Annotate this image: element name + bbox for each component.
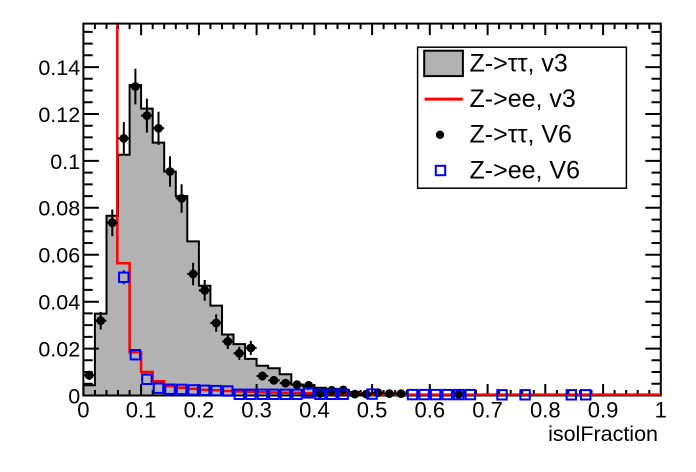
svg-text:0.06: 0.06: [38, 244, 80, 268]
svg-text:0.1: 0.1: [126, 398, 157, 423]
svg-text:0.14: 0.14: [38, 56, 80, 80]
svg-text:0.6: 0.6: [415, 398, 446, 423]
svg-text:0.08: 0.08: [38, 197, 80, 221]
svg-text:0.04: 0.04: [38, 291, 80, 315]
svg-text:0.9: 0.9: [588, 398, 619, 423]
svg-text:isolFraction: isolFraction: [548, 422, 658, 446]
svg-text:0: 0: [68, 384, 80, 408]
svg-text:0.1: 0.1: [50, 150, 80, 174]
svg-text:Z->ττ, v3: Z->ττ, v3: [470, 49, 568, 77]
svg-text:0.7: 0.7: [472, 398, 503, 423]
svg-text:0.3: 0.3: [241, 398, 272, 423]
svg-text:0.4: 0.4: [299, 398, 330, 423]
svg-text:0.2: 0.2: [184, 398, 215, 423]
svg-text:0: 0: [77, 398, 89, 423]
svg-text:0.02: 0.02: [38, 338, 80, 362]
svg-text:1: 1: [655, 398, 667, 423]
svg-text:Z->ττ, V6: Z->ττ, V6: [470, 121, 572, 149]
svg-text:Z->ee, V6: Z->ee, V6: [470, 156, 580, 184]
svg-text:0.12: 0.12: [38, 103, 80, 127]
svg-text:0.5: 0.5: [357, 398, 388, 423]
svg-text:0.8: 0.8: [530, 398, 561, 423]
svg-text:Z->ee, v3: Z->ee, v3: [470, 85, 576, 113]
